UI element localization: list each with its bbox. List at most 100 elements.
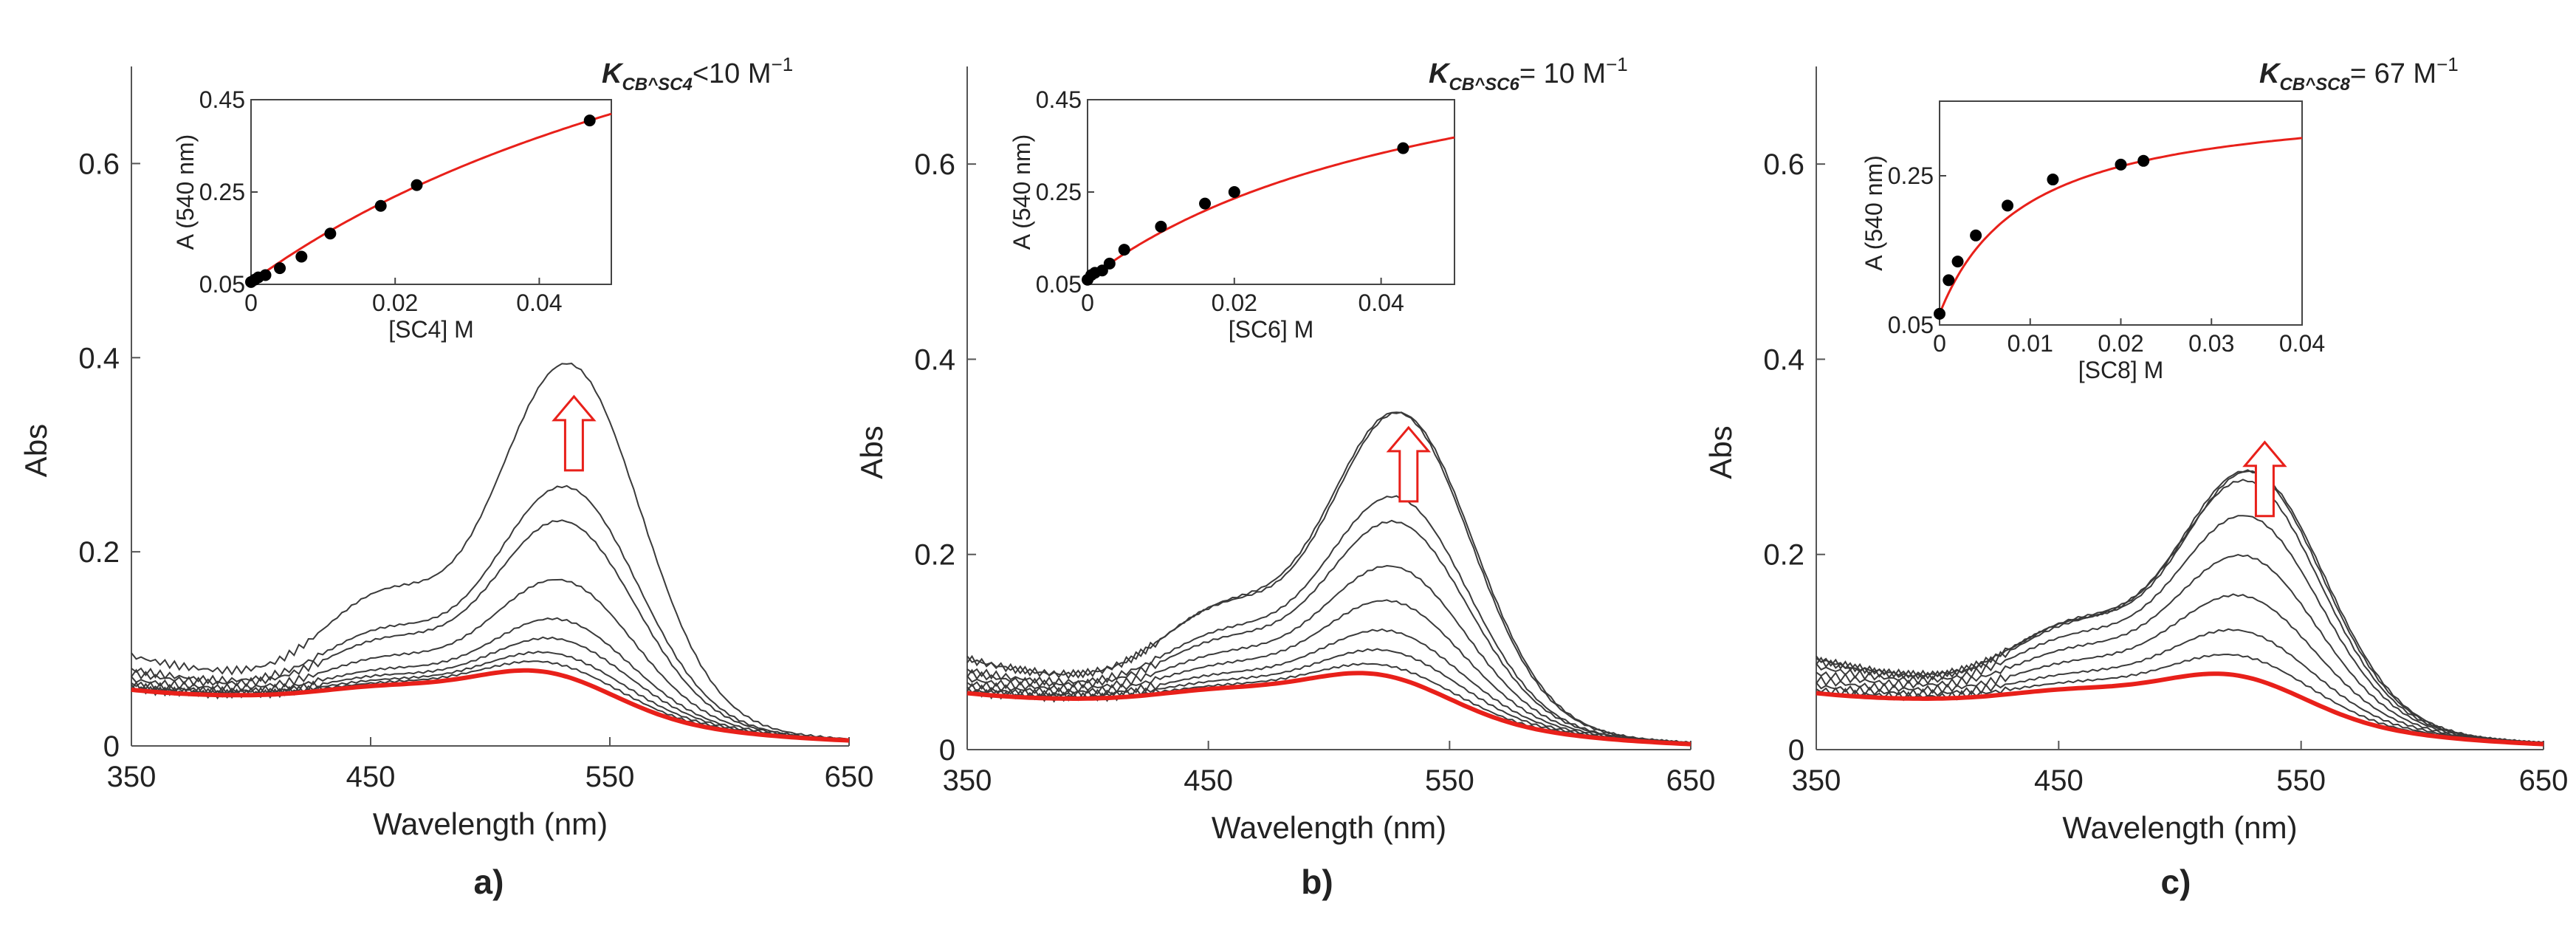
k-subscript: CB^SC6	[1449, 75, 1519, 95]
titration-spectrum	[131, 363, 850, 740]
x-axis-title: Wavelength (nm)	[1212, 810, 1446, 845]
k-subscript: CB^SC4	[622, 75, 692, 95]
inset-y-tick-label: 0.25	[1036, 179, 1082, 205]
inset-data-point	[274, 262, 286, 275]
x-tick-label: 450	[346, 761, 396, 793]
inset-plot: 0.05 0.25 0.45 0 0.02 0.04 [SC4] M A (540 nm)	[172, 86, 612, 343]
k-value: 10 M	[709, 58, 771, 89]
x-tick-label: 550	[1425, 764, 1474, 797]
inset-x-title: [SC4] M	[388, 316, 474, 343]
inset-y-title: A (540 nm)	[1009, 134, 1035, 250]
y-tick-label: 0.6	[78, 148, 120, 180]
k-value: 67 M	[2366, 58, 2436, 89]
titration-spectrum	[1816, 554, 2544, 745]
inset-y-tick-label: 0.05	[1888, 312, 1934, 338]
inset-data-point	[1096, 264, 1108, 277]
x-tick-label: 550	[2276, 764, 2326, 797]
inset-y-title: A (540 nm)	[1861, 155, 1887, 271]
x-tick-label: 550	[585, 761, 635, 793]
baseline-spectrum	[1816, 671, 2544, 747]
inset-x-tick-label: 0	[1933, 330, 1946, 357]
inset-x-tick-label: 0.04	[2279, 330, 2325, 357]
inset-y-tick-label: 0.25	[199, 179, 245, 205]
inset-data-point	[295, 250, 308, 263]
titration-spectrum	[1816, 593, 2544, 745]
inset-data-point	[411, 179, 423, 191]
titration-spectrum	[1816, 479, 2544, 744]
panel-3: 0 0.2 0.4 0.6 350 450 550 650 Wavelength (nm) Abs…	[1703, 53, 2568, 901]
inset-data-point	[1943, 274, 1955, 287]
y-tick-label: 0.2	[1763, 539, 1804, 572]
increase-arrow	[2242, 440, 2287, 518]
k-relation: <	[693, 58, 709, 89]
inset-data-point	[1155, 220, 1167, 233]
binding-constant-label: KCB^SC6= 10 M−1	[1429, 53, 1628, 95]
inset-data-point	[2115, 158, 2127, 171]
titration-spectrum	[1816, 469, 2544, 744]
inset-x-tick-label: 0.04	[1358, 290, 1404, 316]
inset-data-point	[1970, 229, 1982, 242]
x-axis-title: Wavelength (nm)	[373, 806, 608, 841]
panel-letter: b)	[1301, 863, 1333, 901]
inset-x-tick-label: 0.02	[2098, 330, 2143, 357]
y-axis-title: Abs	[854, 425, 889, 479]
k-unit-exponent: −1	[1606, 53, 1628, 75]
y-axis-title: Abs	[1703, 425, 1738, 479]
k-symbol: K	[602, 58, 624, 89]
y-tick-label: 0.4	[78, 342, 120, 374]
inset-y-tick-label: 0.25	[1888, 162, 1934, 189]
x-tick-label: 650	[825, 761, 874, 793]
inset-data-point	[1103, 257, 1116, 270]
inset-x-tick-label: 0.01	[2007, 330, 2053, 357]
inset-frame	[1087, 99, 1455, 285]
x-tick-label: 350	[1792, 764, 1841, 797]
inset-frame	[1939, 100, 2303, 326]
inset-x-title: [SC6] M	[1229, 316, 1314, 343]
x-tick-label: 350	[107, 761, 157, 793]
inset-x-tick-label: 0.04	[516, 290, 562, 316]
x-axis-title: Wavelength (nm)	[2062, 810, 2297, 845]
inset-x-tick-label: 0.02	[1212, 290, 1257, 316]
titration-spectrum	[131, 617, 850, 742]
y-tick-label: 0.6	[1763, 148, 1804, 181]
titration-spectrum	[966, 628, 1691, 746]
titration-spectrum	[966, 411, 1691, 744]
k-symbol: K	[1429, 58, 1451, 89]
x-tick-label: 450	[2034, 764, 2084, 797]
inset-data-point	[1228, 186, 1240, 198]
inset-data-point	[1934, 307, 1945, 320]
x-tick-label: 350	[943, 764, 992, 797]
y-axis-title: Abs	[18, 424, 53, 477]
inset-data-point	[259, 269, 272, 281]
baseline-spectrum	[966, 671, 1691, 747]
titration-spectrum	[966, 519, 1691, 745]
inset-data-point	[374, 199, 387, 212]
panel-letter: c)	[2161, 863, 2191, 901]
titration-spectrum	[131, 519, 850, 742]
inset-plot: 0.05 0.25 0.45 0 0.02 0.04 [SC6] M A (540 nm)	[1009, 86, 1455, 343]
inset-x-tick-label: 0.03	[2188, 330, 2234, 357]
inset-data-point	[583, 114, 596, 127]
titration-spectrum	[966, 495, 1691, 745]
binding-constant-label: KCB^SC8= 67 M−1	[2259, 53, 2459, 95]
titration-spectrum	[131, 578, 850, 742]
panel-letter: a)	[474, 863, 504, 901]
k-unit-exponent: −1	[2436, 53, 2459, 75]
inset-x-tick-label: 0	[244, 290, 258, 316]
titration-spectrum	[966, 564, 1691, 745]
inset-x-title: [SC8] M	[2078, 357, 2164, 383]
y-tick-label: 0.2	[78, 536, 120, 569]
k-subscript: CB^SC8	[2279, 75, 2350, 95]
x-tick-label: 650	[1666, 764, 1716, 797]
k-symbol: K	[2259, 58, 2281, 89]
x-tick-label: 650	[2519, 764, 2569, 797]
titration-spectrum	[1816, 470, 2544, 744]
panel-2: 0 0.2 0.4 0.6 350 450 550 650 Wavelength (nm) Abs…	[854, 53, 1715, 901]
k-relation: =	[1519, 58, 1536, 89]
inset-x-tick-label: 0.02	[372, 290, 418, 316]
inset-y-tick-label: 0.45	[199, 86, 245, 113]
inset-data-point	[1397, 142, 1409, 154]
inset-plot: 0.05 0.25 0 0.01 0.02 0.03 0.04 [SC8] M A (540 n…	[1861, 100, 2325, 383]
y-tick-label: 0	[103, 730, 120, 763]
